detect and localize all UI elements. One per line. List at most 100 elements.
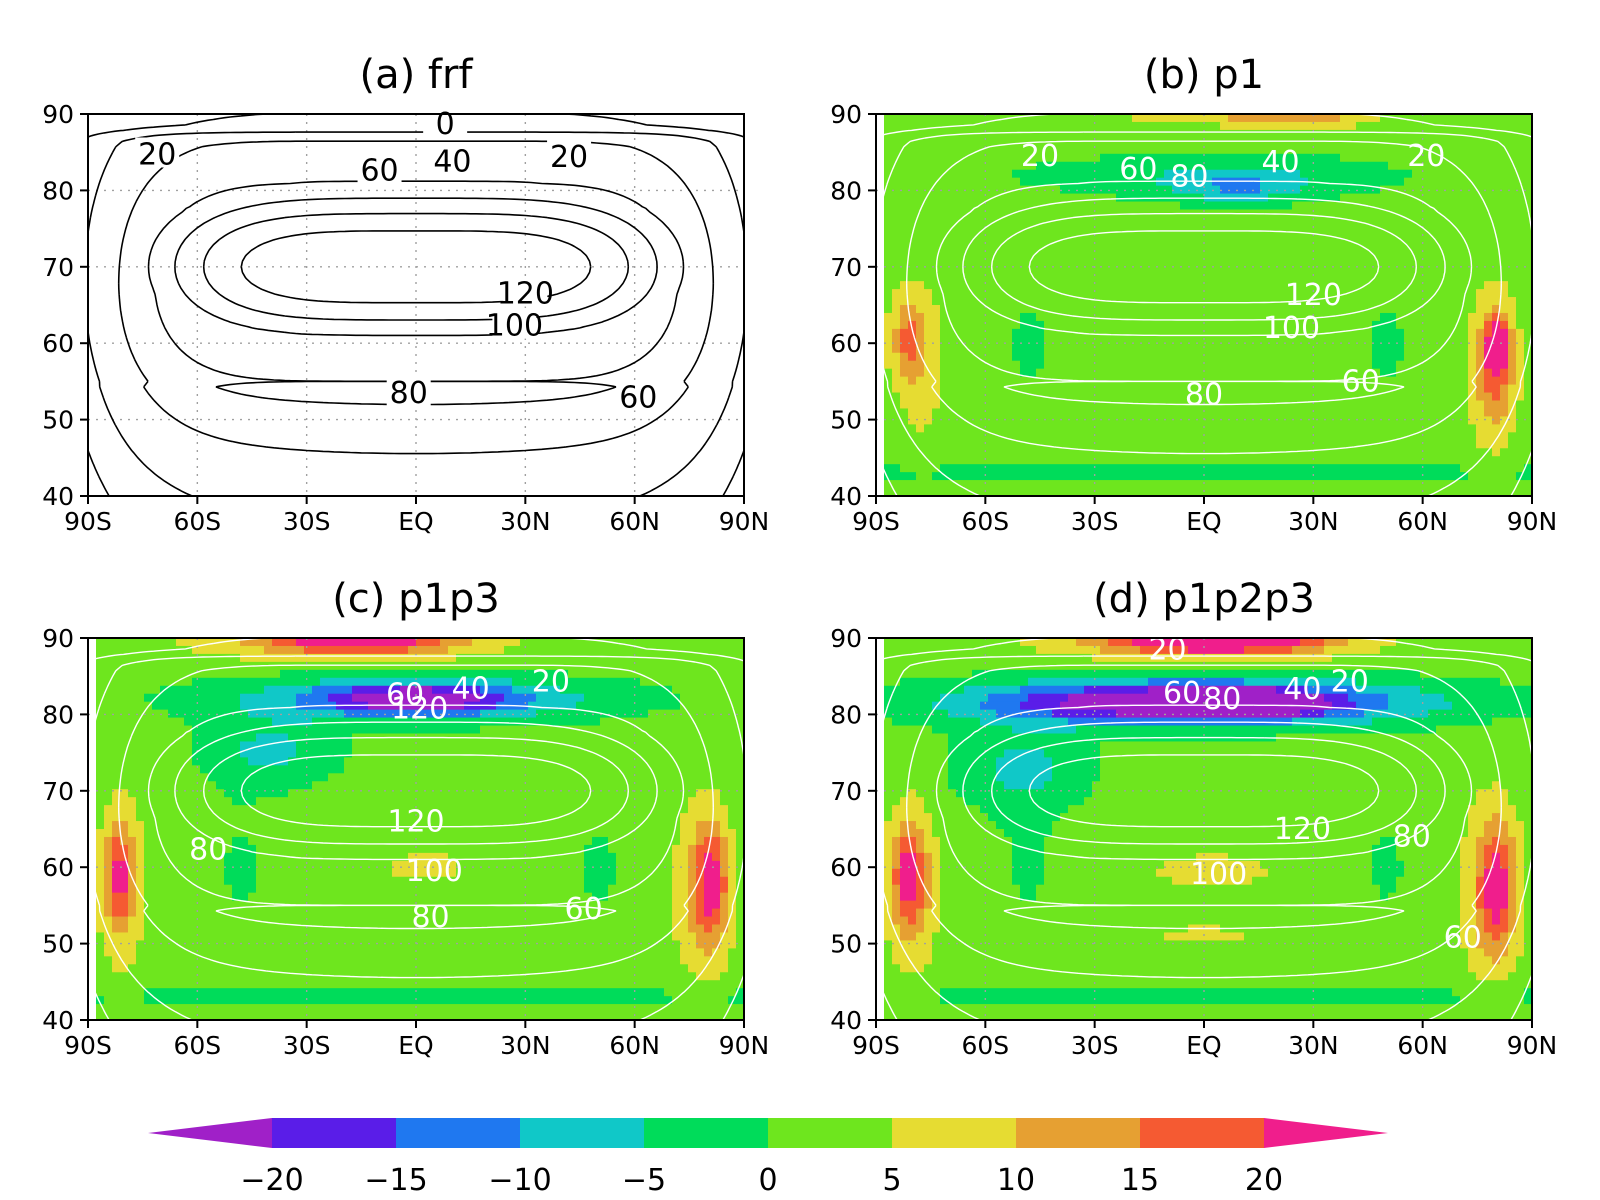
shade-cell	[1092, 400, 1101, 410]
shade-cell	[200, 948, 209, 958]
shade-cell	[956, 464, 965, 473]
shade-cell	[1100, 217, 1109, 227]
shade-cell	[120, 773, 129, 783]
shade-cell	[128, 916, 137, 926]
shade-cell	[1348, 241, 1357, 251]
shade-cell	[1524, 297, 1532, 306]
shade-cell	[1252, 416, 1261, 426]
shade-cell	[1140, 145, 1149, 155]
shade-cell	[1260, 312, 1269, 322]
shade-cell	[892, 169, 901, 179]
shade-cell	[1380, 305, 1389, 314]
shade-cell	[1324, 265, 1333, 274]
shade-cell	[1388, 217, 1397, 227]
shade-cell	[1404, 201, 1413, 211]
shade-cell	[1444, 145, 1453, 155]
shade-cell	[964, 424, 973, 434]
shade-cell	[1148, 488, 1157, 496]
shade-cell	[972, 265, 981, 274]
shade-cell	[1044, 177, 1053, 187]
shade-cell	[956, 432, 965, 442]
contour-label: 80	[390, 376, 428, 411]
shade-cell	[1188, 153, 1197, 163]
shade-cell	[1412, 408, 1421, 418]
shade-cell	[964, 432, 973, 442]
shade-cell	[1388, 209, 1397, 219]
shade-cell	[1436, 440, 1445, 450]
shade-cell	[1108, 432, 1117, 442]
shade-cell	[1020, 233, 1029, 243]
shade-cell	[1380, 352, 1389, 362]
shade-cell	[972, 305, 981, 314]
shade-cell	[1188, 320, 1197, 330]
shade-cell	[1140, 344, 1149, 354]
shade-cell	[1164, 472, 1173, 481]
shade-cell	[1340, 344, 1349, 354]
shade-cell	[1028, 281, 1037, 290]
shade-cell	[1428, 169, 1437, 179]
shade-cell	[1316, 129, 1325, 139]
shade-cell	[1204, 153, 1213, 163]
shade-cell	[1188, 281, 1197, 290]
shade-cell	[1012, 233, 1021, 243]
shade-cell	[1476, 416, 1485, 426]
shade-cell	[1476, 217, 1485, 227]
shade-cell	[1516, 145, 1525, 155]
shade-cell	[1420, 384, 1429, 394]
shade-cell	[1124, 169, 1133, 179]
shade-cell	[1308, 384, 1317, 394]
shade-cell	[1476, 392, 1485, 402]
shade-cell	[972, 400, 981, 410]
shade-cell	[892, 137, 901, 147]
shade-cell	[1436, 408, 1445, 418]
shade-cell	[916, 352, 925, 362]
shade-cell	[1324, 249, 1333, 259]
shade-cell	[1516, 384, 1525, 394]
shade-cell	[1140, 440, 1149, 450]
shade-cell	[1004, 225, 1013, 235]
shade-cell	[1268, 217, 1277, 227]
shade-cell	[1028, 225, 1037, 235]
shade-cell	[1172, 289, 1181, 298]
shade-cell	[224, 1004, 233, 1013]
shade-cell	[112, 980, 121, 989]
shade-cell	[104, 852, 113, 862]
shade-cell	[160, 860, 169, 870]
shade-cell	[120, 884, 129, 894]
shade-cell	[1004, 432, 1013, 442]
shade-cell	[1052, 320, 1061, 330]
shade-cell	[940, 129, 949, 139]
shade-cell	[192, 805, 201, 814]
shade-cell	[1020, 185, 1029, 195]
shade-cell	[200, 988, 209, 997]
shade-cell	[1468, 137, 1477, 147]
shade-cell	[1044, 121, 1053, 131]
shade-cell	[1068, 265, 1077, 274]
shade-cell	[892, 320, 901, 330]
shade-cell	[1412, 121, 1421, 131]
shade-cell	[972, 145, 981, 155]
shade-cell	[1300, 392, 1309, 402]
shade-cell	[1356, 384, 1365, 394]
shade-cell	[1364, 392, 1373, 402]
shade-cell	[1508, 114, 1517, 123]
shade-cell	[1308, 344, 1317, 354]
shade-cell	[1276, 456, 1285, 465]
shade-cell	[200, 638, 209, 647]
shade-cell	[1516, 161, 1525, 171]
shade-cell	[900, 392, 909, 402]
shade-cell	[200, 964, 209, 974]
shade-cell	[1172, 225, 1181, 235]
shade-cell	[1348, 193, 1357, 203]
shade-cell	[1244, 440, 1253, 450]
shade-cell	[176, 813, 185, 822]
shade-cell	[1300, 289, 1309, 298]
shade-cell	[1508, 193, 1517, 203]
shade-cell	[160, 701, 169, 711]
shade-cell	[1108, 145, 1117, 155]
shade-cell	[908, 360, 917, 370]
shade-cell	[1140, 265, 1149, 274]
shade-cell	[1188, 265, 1197, 274]
shade-cell	[1100, 384, 1109, 394]
shade-cell	[1196, 344, 1205, 354]
